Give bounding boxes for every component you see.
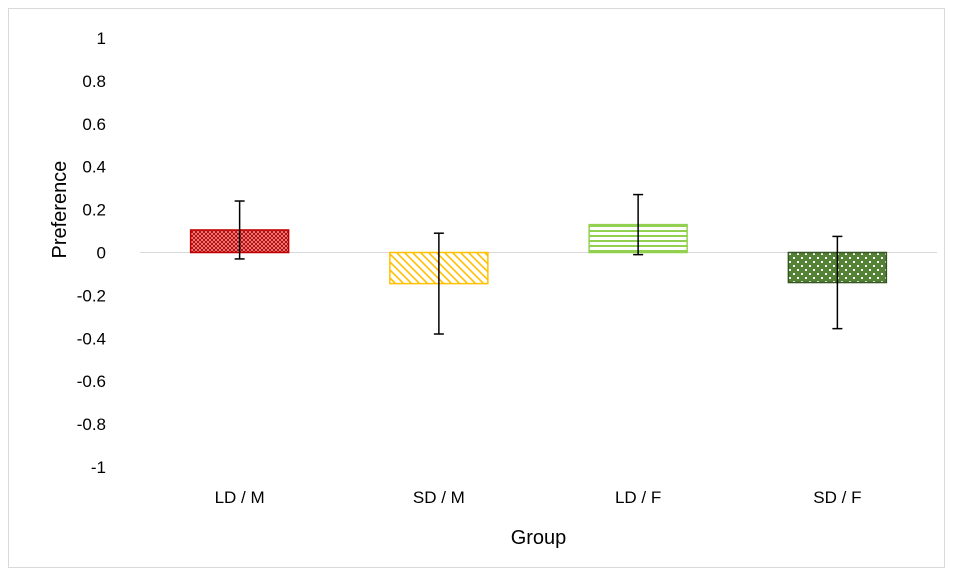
chart-frame (8, 8, 945, 568)
y-tick-label: 0 (97, 244, 106, 263)
error-bar (433, 232, 444, 335)
y-tick-label: -0.4 (77, 329, 106, 348)
error-bar (234, 200, 245, 260)
x-tick-label: SD / F (813, 488, 861, 507)
y-axis-title: Preference (49, 161, 71, 259)
x-tick-label: LD / M (215, 488, 265, 507)
y-tick-label: 0.6 (82, 115, 106, 134)
y-tick-label: -0.6 (77, 372, 106, 391)
y-tick-label: -0.8 (77, 415, 106, 434)
y-tick-label: -1 (91, 458, 106, 477)
y-tick-label: 0.2 (82, 201, 106, 220)
y-tick-label: -0.2 (77, 286, 106, 305)
x-axis-title: Group (511, 527, 567, 549)
y-tick-label: 1 (97, 29, 106, 48)
y-tick-label: 0.4 (82, 158, 106, 177)
x-tick-label: SD / M (413, 488, 465, 507)
error-bar (633, 193, 644, 256)
error-bar (832, 235, 843, 330)
x-tick-label: LD / F (615, 488, 661, 507)
y-tick-label: 0.8 (82, 72, 106, 91)
